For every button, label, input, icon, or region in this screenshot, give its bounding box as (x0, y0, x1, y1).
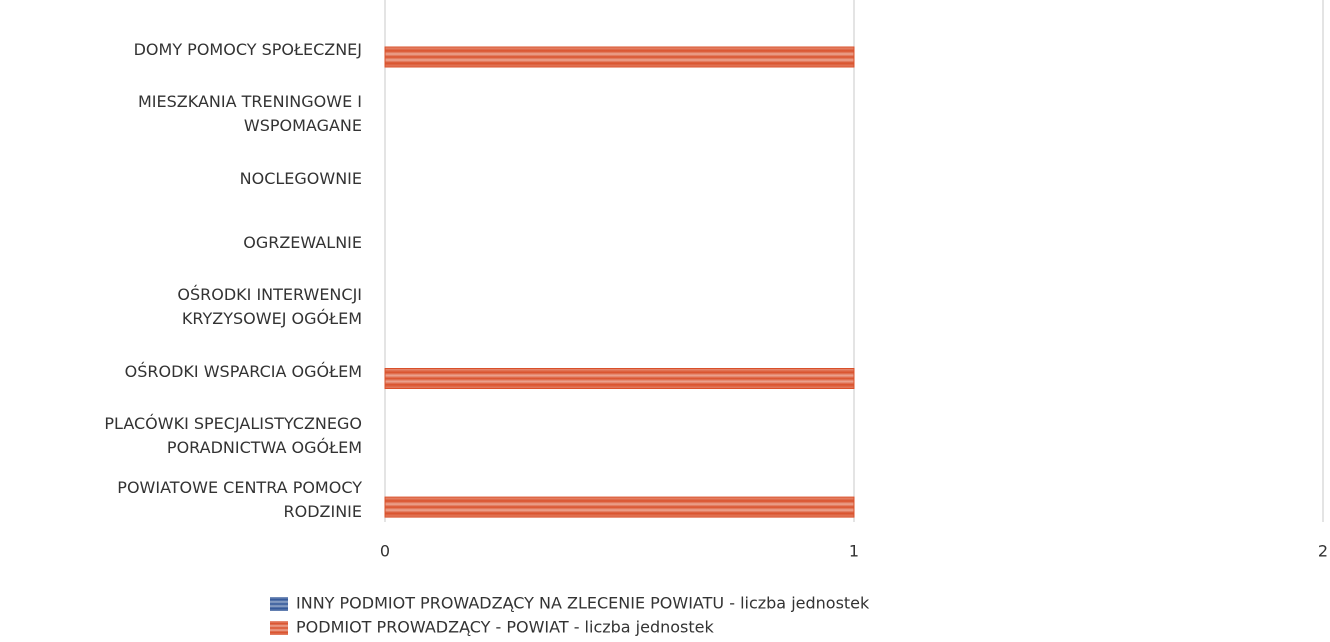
legend-label: INNY PODMIOT PROWADZĄCY NA ZLECENIE POWI… (296, 594, 870, 613)
x-tick-label: 1 (849, 542, 859, 561)
y-tick-label: POWIATOWE CENTRA POMOCY RODZINIE (117, 478, 362, 522)
y-tick-label: PLACÓWKI SPECJALISTYCZNEGO PORADNICTWA O… (104, 413, 362, 457)
legend-swatch (270, 621, 288, 635)
x-tick-label: 2 (1318, 542, 1328, 561)
y-tick-label: DOMY POMOCY SPOŁECZNEJ (133, 40, 362, 59)
legend-swatch (270, 597, 288, 611)
x-tick-label: 0 (380, 542, 390, 561)
bar (384, 368, 855, 389)
legend-label: PODMIOT PROWADZĄCY - POWIAT - liczba jed… (296, 618, 715, 637)
bar (384, 496, 855, 518)
bar (384, 46, 855, 68)
y-tick-label: NOCLEGOWNIE (239, 168, 362, 188)
y-tick-label: MIESZKANIA TRENINGOWE I WSPOMAGANE (137, 92, 362, 136)
y-tick-label: OŚRODKI INTERWENCJI KRYZYSOWEJ OGÓŁEM (177, 285, 362, 329)
y-tick-label: OŚRODKI WSPARCIA OGÓŁEM (124, 361, 362, 381)
y-tick-label: OGRZEWALNIE (243, 232, 362, 252)
